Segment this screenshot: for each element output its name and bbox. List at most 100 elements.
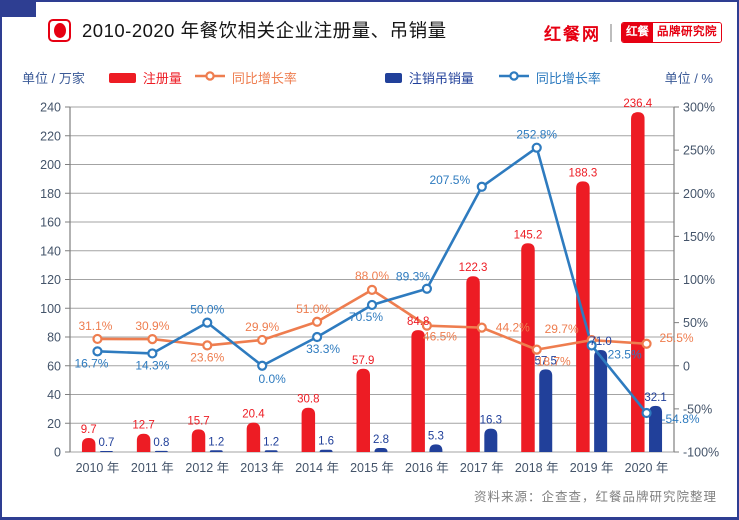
svg-text:236.4: 236.4 — [623, 98, 652, 110]
legend-item-cancelled-growth: 同比增长率 — [498, 68, 601, 87]
svg-text:200%: 200% — [683, 187, 715, 201]
svg-text:2015 年: 2015 年 — [350, 461, 394, 475]
svg-text:44.2%: 44.2% — [496, 321, 530, 335]
svg-text:2011 年: 2011 年 — [131, 461, 174, 475]
svg-text:5.3: 5.3 — [428, 430, 444, 442]
svg-text:188.3: 188.3 — [568, 167, 597, 179]
svg-text:9.7: 9.7 — [81, 424, 97, 436]
combo-chart: 0 20 40 60 80 100 120 140 160 180 200 220 240 -100% -5… — [40, 98, 719, 475]
registered-growth-line-swatch — [194, 70, 225, 85]
svg-text:100%: 100% — [683, 273, 715, 287]
svg-text:70.5%: 70.5% — [349, 310, 383, 324]
svg-text:120: 120 — [40, 273, 61, 287]
legend-label-cancelled: 注销吊销量 — [408, 71, 474, 86]
svg-text:57.9: 57.9 — [352, 355, 374, 367]
svg-text:46.5%: 46.5% — [423, 330, 457, 344]
svg-text:250%: 250% — [683, 144, 715, 158]
svg-text:0.7: 0.7 — [98, 437, 114, 449]
svg-text:84.8: 84.8 — [407, 316, 429, 328]
svg-text:50.0%: 50.0% — [190, 303, 224, 317]
brand-research-badge: 红餐 品牌研究院 — [621, 22, 722, 43]
svg-text:2013 年: 2013 年 — [240, 461, 284, 475]
svg-text:2016 年: 2016 年 — [405, 461, 449, 475]
corner-accent — [2, 2, 36, 17]
svg-text:2012 年: 2012 年 — [185, 461, 229, 475]
svg-text:100: 100 — [40, 302, 61, 316]
badge-left-label: 红餐 — [622, 23, 653, 42]
svg-text:180: 180 — [40, 187, 61, 201]
svg-text:1.2: 1.2 — [208, 436, 224, 448]
cancelled-bar-swatch — [384, 72, 402, 83]
svg-text:150%: 150% — [683, 230, 715, 244]
svg-text:1.2: 1.2 — [263, 436, 279, 448]
svg-text:20: 20 — [47, 417, 61, 431]
svg-text:23.5%: 23.5% — [608, 347, 642, 361]
header: 2010-2020 年餐饮相关企业注册量、吊销量 — [48, 17, 447, 43]
svg-text:1.6: 1.6 — [318, 436, 334, 448]
svg-text:207.5%: 207.5% — [429, 173, 470, 187]
brand-mark-icon — [48, 18, 71, 42]
svg-text:200: 200 — [40, 158, 61, 172]
legend-item-cancelled: 注销吊销量 — [384, 68, 474, 87]
svg-text:16.7%: 16.7% — [74, 356, 108, 370]
svg-text:88.0%: 88.0% — [355, 269, 389, 283]
hongcan-logo: 红餐网 — [544, 25, 601, 44]
svg-text:122.3: 122.3 — [459, 262, 488, 274]
svg-text:25.5%: 25.5% — [660, 331, 694, 345]
svg-text:32.1: 32.1 — [644, 392, 666, 404]
left-axis-unit-label: 单位 / 万家 — [22, 71, 85, 86]
legend: 单位 / 万家 注册量 同比增长率 注销吊销量 同比增长率 单位 / % — [22, 68, 713, 87]
svg-text:2010 年: 2010 年 — [76, 461, 120, 475]
svg-text:2018 年: 2018 年 — [515, 461, 559, 475]
svg-text:2014 年: 2014 年 — [295, 461, 339, 475]
svg-text:0.0%: 0.0% — [259, 372, 287, 386]
registered-bar-swatch — [108, 72, 136, 83]
svg-text:50%: 50% — [683, 316, 708, 330]
svg-text:2.8: 2.8 — [373, 434, 389, 446]
svg-text:30.9%: 30.9% — [135, 319, 169, 333]
svg-text:2020 年: 2020 年 — [625, 461, 669, 475]
right-axis-unit-label: 单位 / % — [664, 71, 713, 86]
logo-divider — [610, 23, 612, 42]
svg-text:145.2: 145.2 — [514, 229, 543, 241]
svg-text:18.7%: 18.7% — [537, 355, 571, 369]
svg-text:57.5: 57.5 — [535, 355, 557, 367]
svg-text:40: 40 — [47, 388, 61, 402]
svg-text:15.7: 15.7 — [187, 415, 209, 427]
svg-text:29.7%: 29.7% — [545, 322, 579, 336]
legend-label-registered-growth: 同比增长率 — [231, 71, 297, 86]
source-note: 资料来源：企查查，红餐品牌研究院整理 — [473, 490, 717, 504]
svg-text:-100%: -100% — [683, 446, 719, 460]
svg-text:2019 年: 2019 年 — [570, 461, 614, 475]
svg-text:-50%: -50% — [683, 402, 712, 416]
svg-text:51.0%: 51.0% — [296, 302, 330, 316]
svg-text:71.0: 71.0 — [589, 336, 611, 348]
svg-text:240: 240 — [40, 101, 61, 115]
svg-text:0: 0 — [683, 359, 690, 373]
svg-text:33.3%: 33.3% — [306, 342, 340, 356]
svg-text:252.8%: 252.8% — [516, 128, 557, 142]
svg-text:16.3: 16.3 — [480, 415, 502, 427]
page-title: 2010-2020 年餐饮相关企业注册量、吊销量 — [82, 20, 447, 41]
legend-item-registered: 注册量 — [108, 68, 182, 87]
svg-text:12.7: 12.7 — [132, 420, 154, 432]
svg-text:23.6%: 23.6% — [190, 350, 224, 364]
badge-right-label: 品牌研究院 — [653, 23, 721, 42]
legend-item-registered-growth: 同比增长率 — [194, 68, 297, 87]
logo-group: 红餐网 红餐 品牌研究院 — [544, 20, 722, 45]
svg-text:2017 年: 2017 年 — [460, 461, 504, 475]
svg-text:31.1%: 31.1% — [78, 319, 112, 333]
svg-text:14.3%: 14.3% — [135, 358, 169, 372]
svg-text:140: 140 — [40, 244, 61, 258]
legend-label-cancelled-growth: 同比增长率 — [535, 71, 601, 86]
svg-text:0: 0 — [54, 446, 61, 460]
legend-label-registered: 注册量 — [142, 71, 182, 86]
svg-text:160: 160 — [40, 216, 61, 230]
svg-text:-54.8%: -54.8% — [662, 412, 700, 426]
cancelled-growth-line-swatch — [498, 70, 529, 85]
svg-text:60: 60 — [47, 359, 61, 373]
svg-text:20.4: 20.4 — [242, 409, 265, 421]
svg-text:0.8: 0.8 — [153, 437, 169, 449]
svg-text:300%: 300% — [683, 101, 715, 115]
